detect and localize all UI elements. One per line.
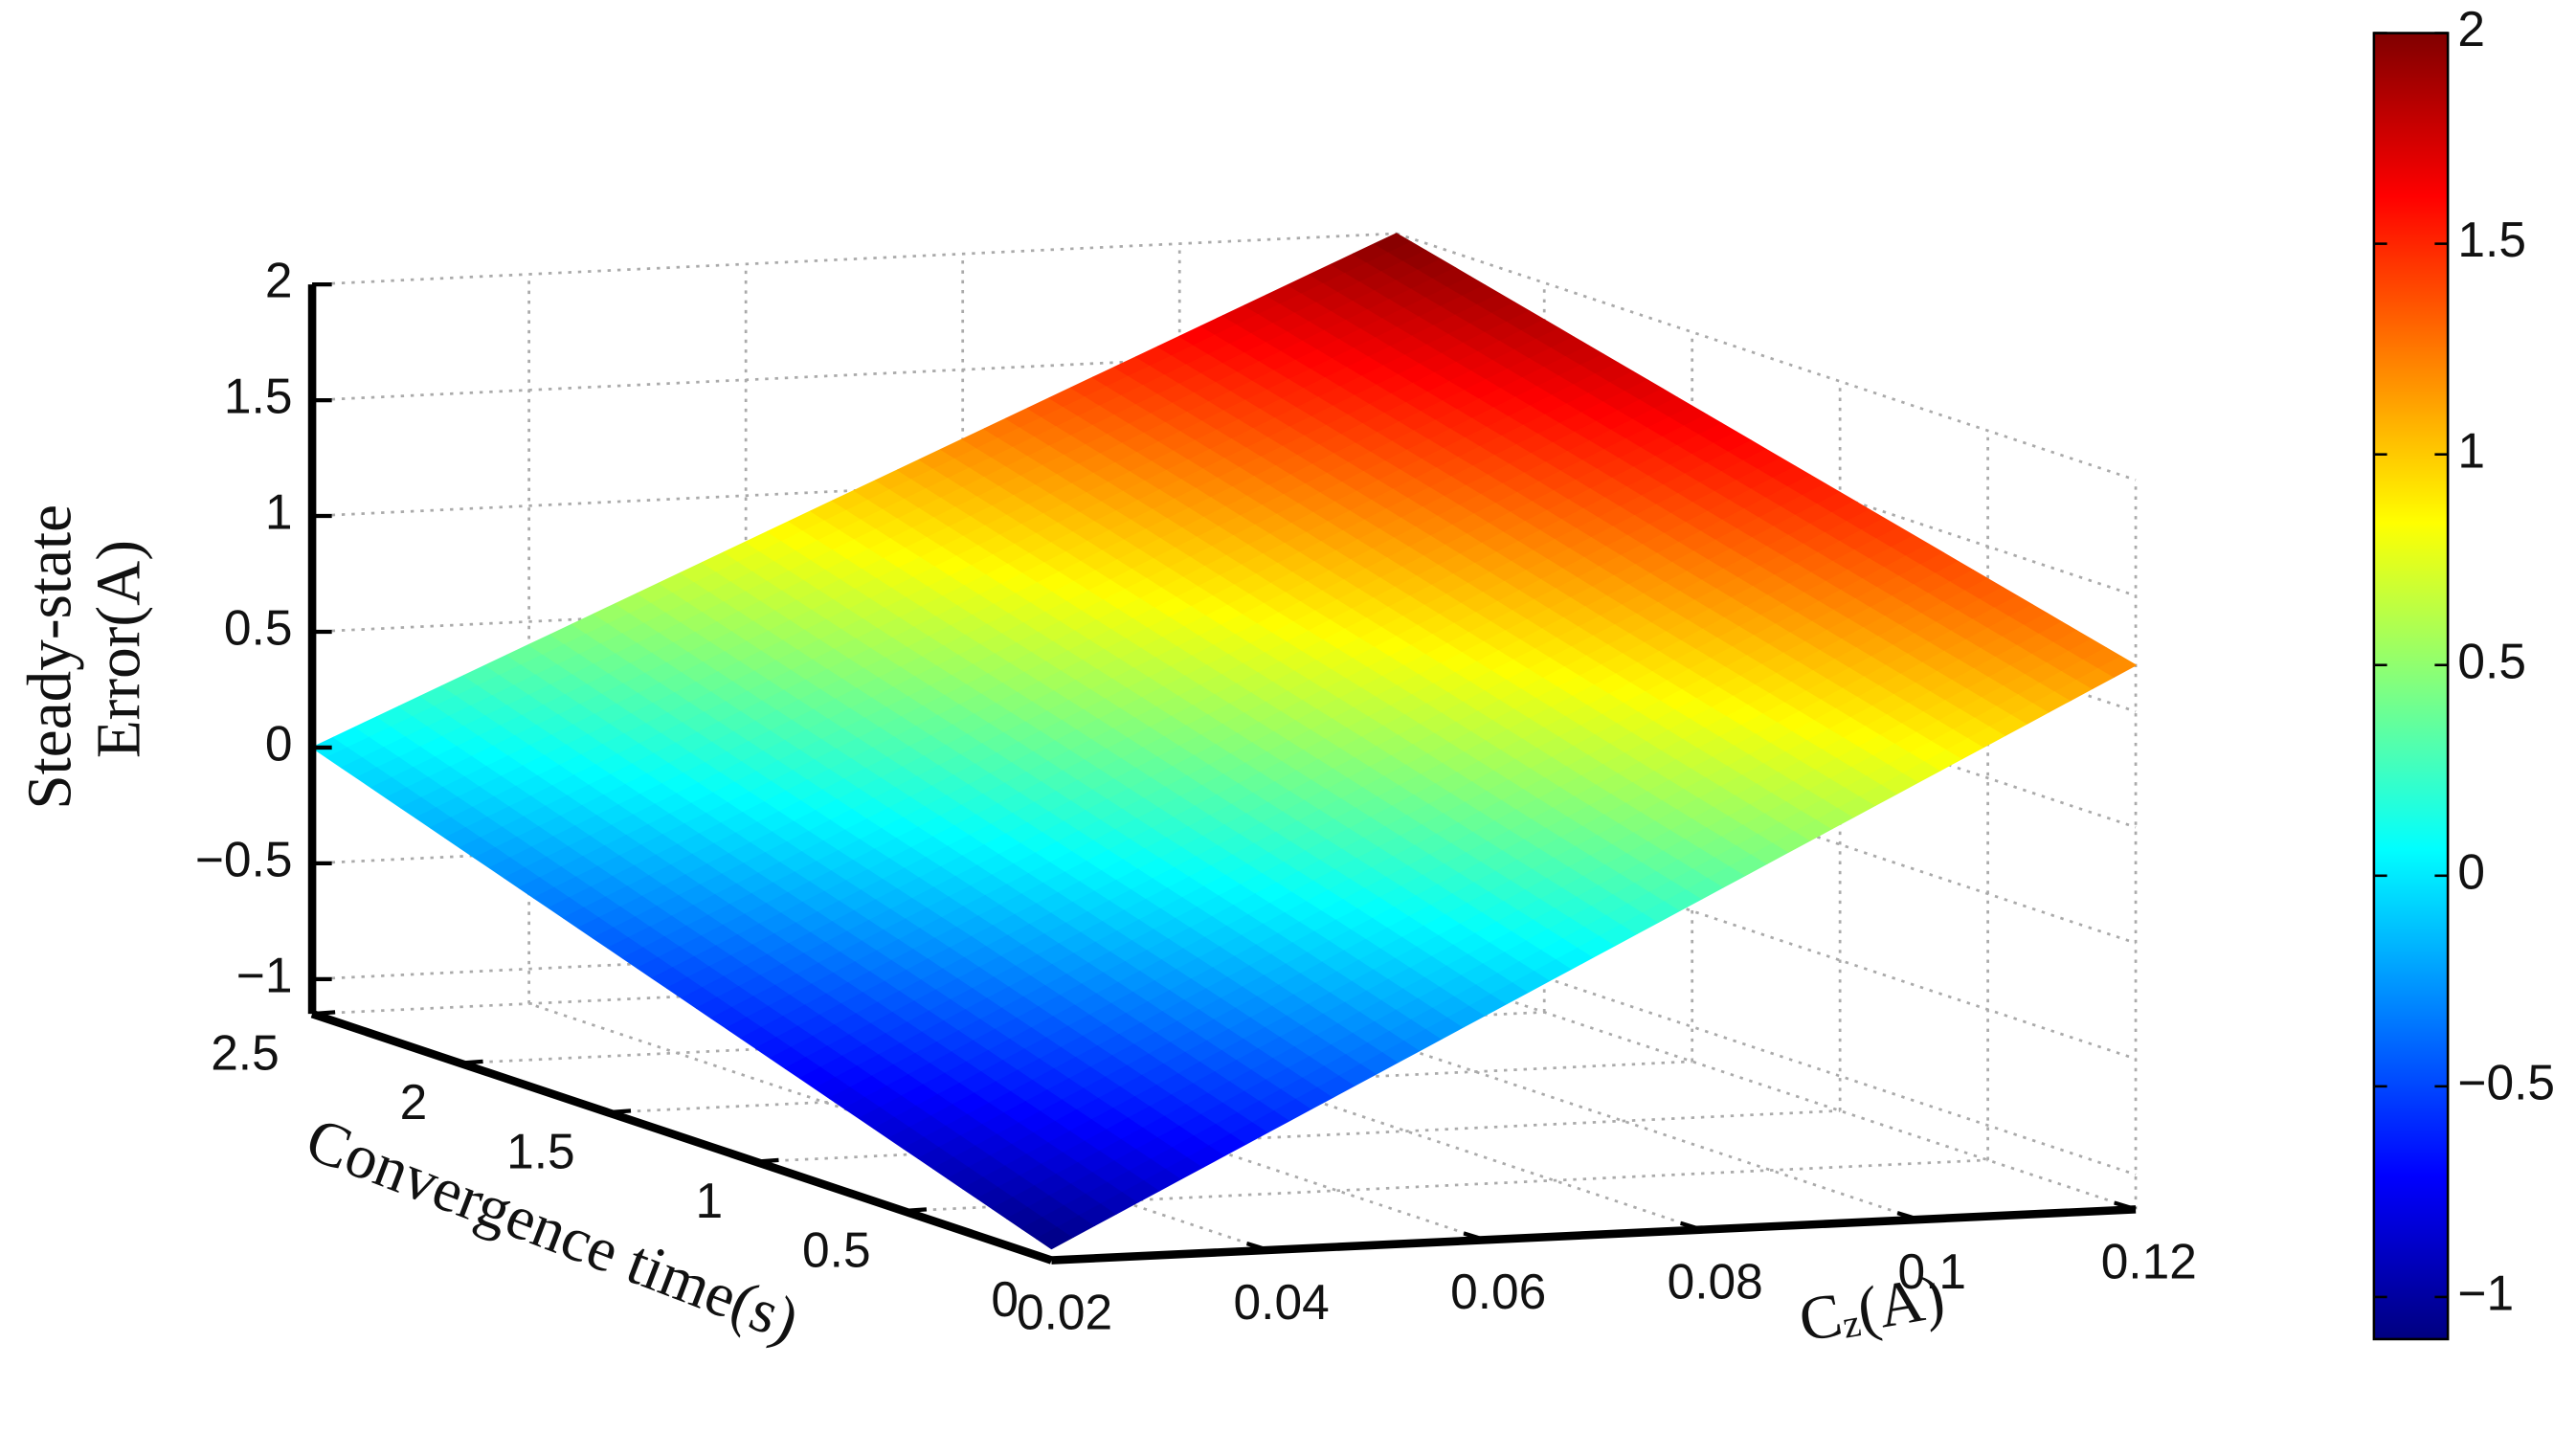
z-axis-title: Steady-state Error(A) (15, 489, 153, 810)
tick-mark (1051, 1256, 1075, 1263)
surface (311, 233, 2137, 1250)
colorbar-tick-label: −1 (2457, 1265, 2514, 1321)
z-tick-label: −1 (236, 947, 293, 1002)
grid-line (528, 1002, 1269, 1252)
x-axis-title-rest: (A) (1852, 1263, 1950, 1346)
z-tick-label: 1.5 (224, 369, 293, 424)
tick-mark (1245, 1242, 1269, 1252)
tick-mark (903, 1207, 928, 1214)
grid-line (1396, 232, 2137, 481)
z-tick-label: 1 (265, 484, 293, 540)
tick-mark (755, 1157, 779, 1164)
x-tick-label: 0.02 (1017, 1285, 1112, 1340)
x-axis-title-base: C (1794, 1280, 1847, 1355)
tick-mark (1680, 1220, 1703, 1232)
grid-line (755, 1109, 1841, 1163)
axis-line (1051, 1205, 2137, 1265)
grid-line (1396, 961, 2137, 1211)
tick-mark (1029, 1251, 1052, 1263)
grid-line (903, 1158, 1988, 1213)
tick-mark (1463, 1231, 1487, 1243)
grid-line (962, 981, 1703, 1231)
colorbar: −1 −0.5 0 0.5 1 1.5 2 (2372, 1, 2555, 1341)
colorbar-tick-label: −0.5 (2457, 1054, 2555, 1109)
tick-mark (311, 1010, 336, 1017)
x-tick-label: 0.08 (1668, 1254, 1763, 1310)
y-tick-label: 1.5 (506, 1123, 575, 1178)
x-axis-title: Cz(A) (1794, 1263, 1949, 1355)
axis-line (310, 1010, 1053, 1265)
z-axis-title-line: Error(A) (84, 540, 153, 758)
y-tick-label: 0 (991, 1271, 1019, 1327)
z-axis-title-line: Steady-state (15, 504, 84, 810)
tick-mark (2114, 1200, 2137, 1212)
y-tick-label: 1 (696, 1173, 724, 1228)
colorbar-tick-label: 1 (2457, 422, 2485, 478)
z-tick-label: 0.5 (224, 600, 293, 656)
tick-mark (1896, 1211, 1920, 1222)
axes: −1 −0.5 0 0.5 1 1.5 2 0 0.5 1 1.5 2 2.5 0.02 0.04 0.06 0… (195, 253, 2197, 1340)
grid-line (1178, 972, 1919, 1221)
surface-patch (2098, 656, 2137, 678)
colorbar-tick-label: 0 (2457, 843, 2485, 899)
x-tick-label: 0.1 (1897, 1243, 1966, 1299)
grid-line (745, 992, 1486, 1242)
z-tick-label: −0.5 (195, 831, 293, 886)
x-tick-label: 0.06 (1450, 1264, 1546, 1319)
colorbar-tick-label: 2 (2457, 1, 2485, 56)
z-tick-label: 0 (265, 716, 293, 772)
x-tick-label: 0.04 (1234, 1274, 1330, 1330)
y-tick-label: 2.5 (211, 1024, 280, 1080)
x-tick-label: 0.12 (2101, 1233, 2197, 1288)
grid-line (312, 347, 1397, 402)
grid-line (312, 232, 1397, 286)
tick-mark (607, 1108, 632, 1115)
z-tick-label: 2 (265, 253, 293, 308)
y-tick-label: 2 (400, 1074, 428, 1130)
colorbar-gradient (2372, 32, 2450, 1341)
y-tick-label: 0.5 (802, 1221, 871, 1277)
colorbar-tick-label: 1.5 (2457, 212, 2526, 267)
colorbar-tick-label: 0.5 (2457, 633, 2526, 688)
tick-mark (459, 1059, 483, 1065)
